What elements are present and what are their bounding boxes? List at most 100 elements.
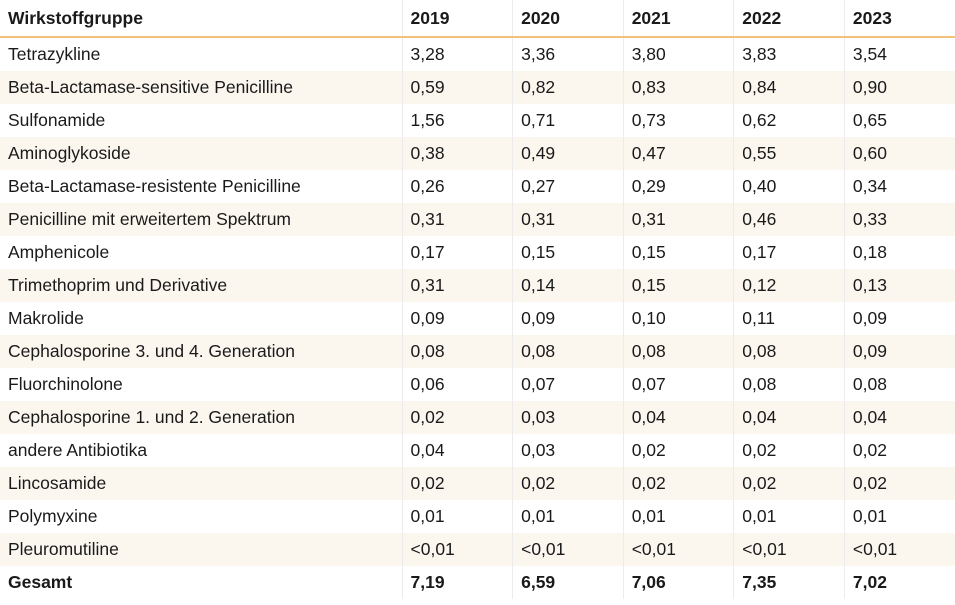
value-2020: 0,03 — [512, 401, 624, 434]
value-2020: 0,71 — [512, 104, 624, 137]
total-2023: 7,02 — [843, 566, 955, 599]
table-row: Cephalosporine 3. und 4. Generation 0,08 0… — [0, 335, 955, 368]
value-2023: 0,34 — [843, 170, 955, 203]
value-2019: 0,31 — [401, 203, 513, 236]
header-cell-substance-group: Wirkstoffgruppe — [0, 0, 402, 38]
header-cell-2019: 2019 — [401, 0, 513, 38]
value-2019: 0,17 — [401, 236, 513, 269]
value-2021: 0,29 — [622, 170, 734, 203]
table-row: Fluorchinolone 0,06 0,07 0,07 0,08 0,08 — [0, 368, 955, 401]
substance-cell: Cephalosporine 1. und 2. Generation — [0, 401, 402, 434]
value-2022: 0,46 — [733, 203, 845, 236]
table-body: Tetrazykline 3,28 3,36 3,80 3,83 3,54 Beta-Lac… — [0, 37, 955, 599]
table-row: Polymyxine 0,01 0,01 0,01 0,01 0,01 — [0, 500, 955, 533]
table-row: Beta-Lactamase-sensitive Penicilline 0,59… — [0, 71, 955, 104]
header-cell-2022: 2022 — [733, 0, 845, 38]
value-2019: 0,02 — [401, 401, 513, 434]
total-2022: 7,35 — [733, 566, 845, 599]
value-2020: 0,49 — [512, 137, 624, 170]
header-cell-2021: 2021 — [622, 0, 734, 38]
total-2021: 7,06 — [622, 566, 734, 599]
value-2023: 0,60 — [843, 137, 955, 170]
value-2022: 0,62 — [733, 104, 845, 137]
value-2021: 0,01 — [622, 500, 734, 533]
value-2021: 0,15 — [622, 236, 734, 269]
header-cell-2020: 2020 — [512, 0, 624, 38]
value-2023: 0,01 — [843, 500, 955, 533]
value-2022: 0,01 — [733, 500, 845, 533]
value-2021: 0,08 — [622, 335, 734, 368]
value-2020: 0,08 — [512, 335, 624, 368]
value-2020: 0,31 — [512, 203, 624, 236]
value-2019: 0,01 — [401, 500, 513, 533]
value-2019: <0,01 — [401, 533, 513, 566]
value-2019: 1,56 — [401, 104, 513, 137]
total-2020: 6,59 — [512, 566, 624, 599]
value-2019: 0,38 — [401, 137, 513, 170]
value-2023: 0,90 — [843, 71, 955, 104]
value-2022: 0,08 — [733, 335, 845, 368]
substance-cell: Pleuromutiline — [0, 533, 402, 566]
substance-cell: Penicilline mit erweitertem Spektrum — [0, 203, 402, 236]
value-2020: 0,14 — [512, 269, 624, 302]
table-row: Sulfonamide 1,56 0,71 0,73 0,62 0,65 — [0, 104, 955, 137]
value-2022: 0,02 — [733, 434, 845, 467]
value-2023: 0,33 — [843, 203, 955, 236]
value-2020: 0,01 — [512, 500, 624, 533]
value-2019: 0,31 — [401, 269, 513, 302]
table-row: Amphenicole 0,17 0,15 0,15 0,17 0,18 — [0, 236, 955, 269]
table-row: Penicilline mit erweitertem Spektrum 0,31… — [0, 203, 955, 236]
value-2019: 0,06 — [401, 368, 513, 401]
value-2023: 0,08 — [843, 368, 955, 401]
table-row: andere Antibiotika 0,04 0,03 0,02 0,02 0,02 — [0, 434, 955, 467]
value-2021: 0,31 — [622, 203, 734, 236]
value-2019: 3,28 — [401, 37, 513, 71]
value-2022: 0,04 — [733, 401, 845, 434]
substance-cell: Beta-Lactamase-resistente Penicilline — [0, 170, 402, 203]
value-2019: 0,26 — [401, 170, 513, 203]
substance-cell: Aminoglykoside — [0, 137, 402, 170]
table-row: Cephalosporine 1. und 2. Generation 0,02 0… — [0, 401, 955, 434]
value-2021: 0,02 — [622, 434, 734, 467]
value-2022: 0,12 — [733, 269, 845, 302]
substance-cell: Sulfonamide — [0, 104, 402, 137]
substance-cell: Cephalosporine 3. und 4. Generation — [0, 335, 402, 368]
value-2021: 0,47 — [622, 137, 734, 170]
value-2020: <0,01 — [512, 533, 624, 566]
value-2021: 0,07 — [622, 368, 734, 401]
header-row: Wirkstoffgruppe 2019 2020 2021 2022 2023 — [0, 0, 955, 38]
value-2020: 0,15 — [512, 236, 624, 269]
value-2020: 0,02 — [512, 467, 624, 500]
value-2019: 0,09 — [401, 302, 513, 335]
value-2019: 0,02 — [401, 467, 513, 500]
value-2023: 0,09 — [843, 335, 955, 368]
value-2021: 0,04 — [622, 401, 734, 434]
value-2020: 0,09 — [512, 302, 624, 335]
value-2021: 0,83 — [622, 71, 734, 104]
value-2022: 0,08 — [733, 368, 845, 401]
value-2020: 0,07 — [512, 368, 624, 401]
value-2021: 0,73 — [622, 104, 734, 137]
value-2022: 0,84 — [733, 71, 845, 104]
value-2023: 0,02 — [843, 467, 955, 500]
table-row: Pleuromutiline <0,01 <0,01 <0,01 <0,01 <0,01 — [0, 533, 955, 566]
value-2019: 0,08 — [401, 335, 513, 368]
value-2021: 3,80 — [622, 37, 734, 71]
value-2023: 3,54 — [843, 37, 955, 71]
header-cell-2023: 2023 — [843, 0, 955, 38]
table-row: Tetrazykline 3,28 3,36 3,80 3,83 3,54 — [0, 37, 955, 71]
value-2020: 0,27 — [512, 170, 624, 203]
table-row: Lincosamide 0,02 0,02 0,02 0,02 0,02 — [0, 467, 955, 500]
value-2023: 0,65 — [843, 104, 955, 137]
substance-cell: Polymyxine — [0, 500, 402, 533]
value-2021: 0,10 — [622, 302, 734, 335]
substance-cell: Trimethoprim und Derivative — [0, 269, 402, 302]
value-2022: 3,83 — [733, 37, 845, 71]
total-label: Gesamt — [0, 566, 402, 599]
value-2020: 0,03 — [512, 434, 624, 467]
total-row: Gesamt 7,19 6,59 7,06 7,35 7,02 — [0, 566, 955, 599]
substance-cell: Tetrazykline — [0, 37, 402, 71]
value-2022: <0,01 — [733, 533, 845, 566]
value-2020: 0,82 — [512, 71, 624, 104]
